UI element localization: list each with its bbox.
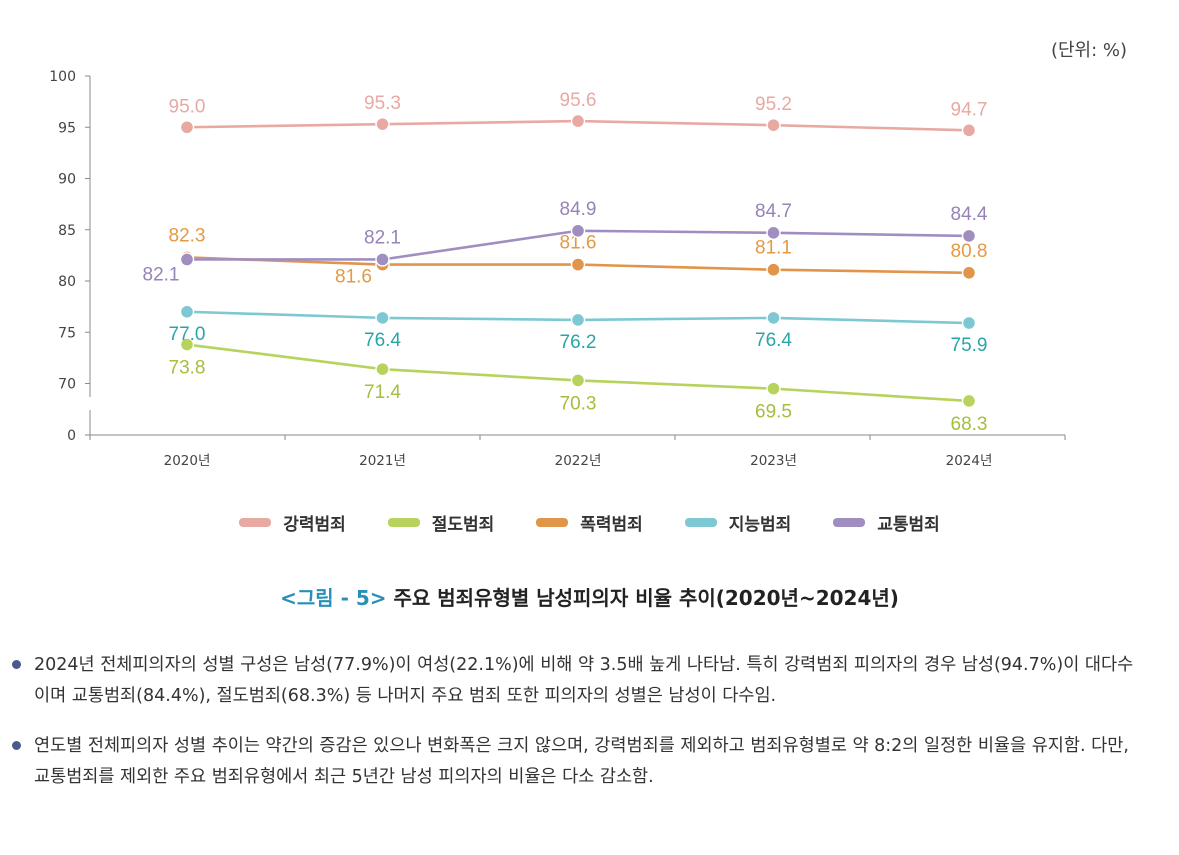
data-label: 84.9	[560, 199, 597, 220]
data-label: 76.4	[364, 330, 401, 351]
legend-swatch-theft	[387, 518, 420, 527]
unit-label: (단위: %)	[1050, 40, 1127, 61]
data-point	[961, 393, 977, 409]
data-point	[570, 373, 586, 388]
data-label: 84.4	[951, 204, 988, 225]
data-point	[766, 225, 781, 241]
data-label: 69.5	[755, 402, 792, 423]
data-point	[179, 120, 195, 135]
x-tick-label: 2020년	[164, 453, 211, 469]
y-tick-label: 75	[58, 325, 76, 341]
data-label: 71.4	[364, 382, 401, 403]
data-point	[766, 310, 781, 326]
bullet-icon	[12, 741, 21, 750]
data-label: 76.2	[560, 332, 597, 353]
y-tick-label: 95	[58, 120, 76, 136]
data-label: 73.8	[169, 358, 206, 379]
bullet-icon	[12, 660, 21, 669]
data-point	[179, 337, 195, 352]
data-point	[570, 223, 586, 238]
data-point	[570, 312, 586, 328]
data-label: 95.3	[364, 93, 401, 114]
data-label: 82.3	[169, 225, 206, 246]
legend-swatch-traffic	[833, 518, 866, 527]
legend-item-theft: 절도범죄	[387, 510, 495, 535]
data-point	[375, 116, 390, 132]
data-point	[961, 228, 977, 244]
data-label: 82.1	[143, 264, 180, 285]
data-label: 82.1	[364, 227, 401, 248]
data-label: 95.0	[169, 96, 206, 117]
data-label: 76.4	[755, 330, 792, 351]
data-point	[375, 361, 390, 377]
data-label: 94.7	[951, 99, 988, 120]
data-label: 95.2	[755, 94, 792, 115]
figure-title: 주요 범죄유형별 남성피의자 비율 추이(2020년~2024년)	[393, 586, 899, 610]
data-point	[961, 123, 977, 138]
data-label: 68.3	[951, 414, 988, 435]
data-point	[375, 252, 390, 267]
legend-item-violent: 강력범죄	[239, 510, 346, 535]
line-chart: 0 70 75 80 85 90 95 100 2020년 2021년 2022년 2023년 2024…	[49, 69, 1066, 469]
y-tick-label: 90	[58, 172, 76, 188]
figure-number: <그림 - 5>	[280, 586, 387, 610]
x-tick-label: 2024년	[946, 453, 993, 469]
data-point	[766, 381, 781, 396]
data-label: 77.0	[169, 324, 206, 345]
data-label: 75.9	[951, 335, 988, 356]
legend-label-violent: 강력범죄	[283, 515, 346, 535]
y-tick-label: 80	[58, 274, 76, 290]
data-label: 70.3	[560, 393, 597, 414]
note-item: 2024년 전체피의자의 성별 구성은 남성(77.9%)이 여성(22.1%)…	[10, 650, 1149, 712]
data-point	[179, 304, 195, 319]
legend-label-fraud: 지능범죄	[728, 515, 792, 535]
data-label: 95.6	[560, 90, 597, 111]
y-tick-label: 85	[58, 223, 76, 239]
y-tick-label: 100	[49, 69, 76, 85]
legend-item-traffic: 교통범죄	[833, 510, 940, 535]
legend-swatch-violent	[239, 518, 272, 527]
data-point	[570, 257, 586, 272]
legend-swatch-fraud	[684, 518, 717, 527]
data-point	[375, 310, 390, 326]
x-tick-label: 2022년	[555, 453, 602, 469]
x-tick-label: 2023년	[750, 453, 797, 469]
data-point	[961, 265, 977, 280]
figure-caption: <그림 - 5> 주요 범죄유형별 남성피의자 비율 추이(2020년~2024…	[0, 582, 1179, 611]
data-point	[766, 262, 781, 277]
legend-swatch-assault	[536, 518, 569, 527]
data-label: 81.6	[335, 267, 372, 288]
y-tick-label: 70	[58, 377, 76, 393]
data-label: 81.1	[755, 238, 792, 259]
data-label: 81.6	[560, 233, 597, 254]
legend-item-fraud: 지능범죄	[684, 510, 792, 535]
data-point	[570, 113, 586, 129]
data-point	[961, 315, 977, 331]
note-item: 연도별 전체피의자 성별 추이는 약간의 증감은 있으나 변화폭은 크지 않으며…	[10, 731, 1149, 793]
notes-list: 2024년 전체피의자의 성별 구성은 남성(77.9%)이 여성(22.1%)…	[10, 650, 1149, 812]
chart-legend: 강력범죄 절도범죄 폭력범죄 지능범죄 교통범죄	[0, 510, 1179, 535]
y-tick-label: 0	[67, 428, 76, 444]
data-label: 84.7	[755, 201, 792, 222]
note-text: 2024년 전체피의자의 성별 구성은 남성(77.9%)이 여성(22.1%)…	[34, 655, 1134, 706]
legend-label-assault: 폭력범죄	[580, 515, 643, 535]
note-text: 연도별 전체피의자 성별 추이는 약간의 증감은 있으나 변화폭은 크지 않으며…	[34, 736, 1129, 787]
legend-label-theft: 절도범죄	[431, 515, 495, 535]
data-point	[766, 117, 781, 133]
data-label: 80.8	[951, 241, 988, 262]
data-point	[179, 252, 195, 267]
x-tick-label: 2021년	[359, 453, 406, 469]
legend-label-traffic: 교통범죄	[877, 515, 940, 535]
legend-item-assault: 폭력범죄	[536, 510, 643, 535]
